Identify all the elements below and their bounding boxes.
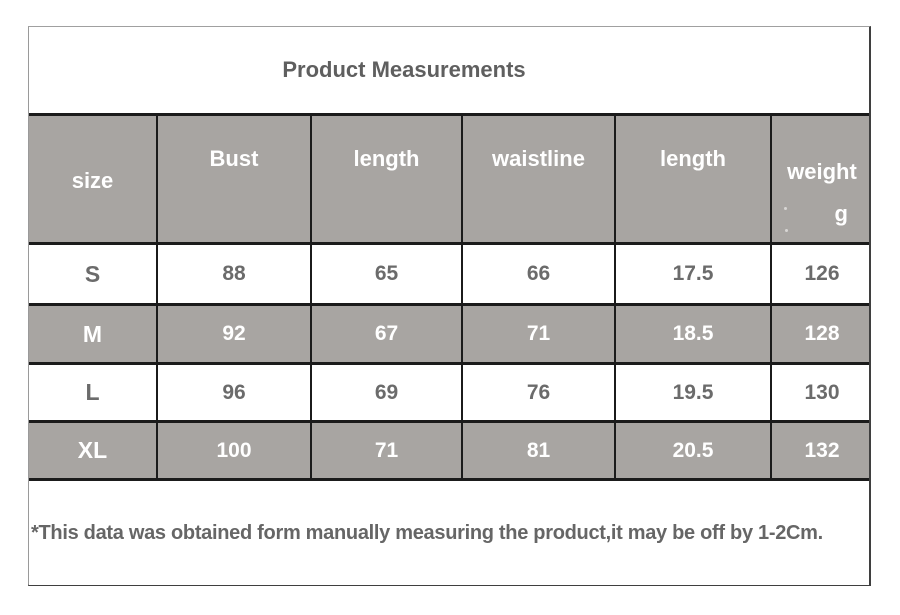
data-cell: 132	[804, 438, 840, 462]
header-weight: weight g	[772, 116, 872, 242]
data-cell: 128	[804, 322, 840, 345]
footnote: *This data was obtained form manually me…	[31, 521, 823, 544]
measurement-table: Product Measurements size Bust length wa…	[28, 26, 871, 586]
header-size: size	[29, 116, 158, 242]
data-cell: 17.5	[616, 245, 772, 303]
header-length-1: length	[312, 116, 463, 242]
table-row-xl: XL 100 71 81 20.5 132	[29, 420, 869, 478]
data-cell: 69	[312, 365, 463, 420]
data-cell: 71	[463, 306, 616, 362]
data-cell: 65	[312, 245, 463, 303]
table-row-m: M 92 67 71 18.5 128	[29, 303, 869, 362]
data-cell: 20.5	[616, 423, 772, 478]
data-cell: 71	[312, 423, 463, 478]
data-cell: 76	[463, 365, 616, 420]
table-header-row: size Bust length waistline length weight…	[29, 113, 869, 242]
table-title-row: Product Measurements	[29, 27, 869, 113]
data-cell: 96	[158, 365, 312, 420]
data-cell: 100	[158, 423, 312, 478]
header-length-2: length	[616, 116, 772, 242]
data-cell: 88	[158, 245, 312, 303]
header-weight-label: weight	[787, 159, 857, 184]
header-waistline: waistline	[463, 116, 616, 242]
header-bust: Bust	[158, 116, 312, 242]
table-row-l: L 96 69 76 19.5 130	[29, 362, 869, 420]
data-cell: 67	[312, 306, 463, 362]
size-cell: M	[29, 306, 158, 362]
size-cell: L	[29, 365, 158, 420]
erased-text-remnant	[784, 207, 787, 210]
data-cell: 126	[804, 262, 840, 285]
data-cell: 66	[463, 245, 616, 303]
data-cell: 81	[463, 423, 616, 478]
table-title: Product Measurements	[282, 57, 526, 82]
data-cell: 92	[158, 306, 312, 362]
data-cell: 19.5	[616, 365, 772, 420]
size-cell: XL	[29, 423, 158, 478]
header-weight-unit-remnant: g	[772, 201, 872, 227]
data-cell: 130	[804, 380, 840, 404]
table-row-s: S 88 65 66 17.5 126	[29, 242, 869, 303]
data-cell: 18.5	[616, 306, 772, 362]
table-footnote-row: *This data was obtained form manually me…	[29, 478, 869, 585]
size-cell: S	[29, 245, 158, 303]
